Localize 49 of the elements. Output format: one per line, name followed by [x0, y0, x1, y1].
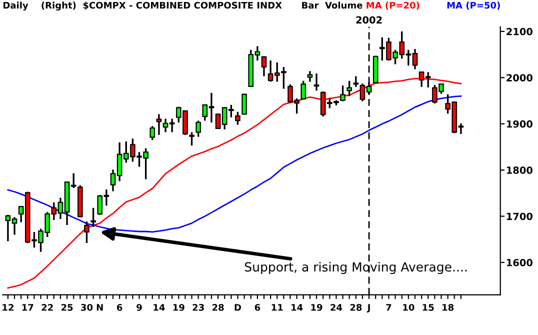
- x-tick-label: 6: [116, 304, 122, 311]
- x-tick-label: 25: [61, 304, 73, 311]
- x-tick-label: 10: [403, 304, 414, 311]
- candlestick: [242, 92, 247, 116]
- x-tick-label: 6: [254, 304, 260, 311]
- y-tick-label: 1900: [506, 120, 532, 128]
- y-tick-label: 1600: [506, 258, 532, 266]
- y-tick-label: 2100: [506, 28, 532, 36]
- x-tick-label: 28: [350, 304, 362, 311]
- x-tick-label: 14: [292, 304, 303, 311]
- x-tick-label: 22: [42, 304, 53, 311]
- candlestick: [353, 75, 359, 88]
- chart-subtitle: Bar Volume: [302, 2, 362, 9]
- y-tick-label: 1800: [506, 166, 532, 174]
- x-tick-label: 30: [81, 304, 93, 311]
- candlestick: [235, 110, 240, 126]
- candlestick: [90, 207, 96, 228]
- x-tick-label: D: [234, 304, 242, 311]
- x-tick-label: 9: [136, 304, 142, 311]
- x-tick-label: 18: [442, 304, 454, 311]
- text: MA (P=20): [366, 2, 420, 10]
- x-tick-label: 19: [311, 304, 322, 311]
- candlestick: [261, 56, 267, 78]
- x-tick-label: 7: [386, 304, 392, 311]
- candlestick: [156, 113, 162, 136]
- x-tick-label: J: [366, 304, 370, 312]
- text: MA (P=50): [447, 2, 500, 10]
- candlestick: [150, 125, 156, 141]
- x-tick-label: 23: [192, 304, 204, 311]
- y-tick-label: 2000: [506, 74, 532, 82]
- candlestick: [346, 80, 352, 97]
- ref-line-label: 2002: [356, 16, 382, 24]
- x-tick-label: 17: [22, 304, 34, 311]
- chart-title: Daily (Right) $COMPX - COMBINED COMPOSITE INDX: [4, 2, 282, 10]
- x-tick-label: 11: [272, 304, 283, 311]
- candlestick: [300, 80, 306, 100]
- x-tick-label: 12: [2, 304, 14, 311]
- x-tick-label: 15: [422, 304, 434, 311]
- candlestick: [196, 120, 201, 138]
- x-tick-label: 24: [330, 304, 342, 311]
- x-tick-label: 19: [173, 304, 184, 311]
- candlestick: [340, 84, 346, 102]
- x-tick-label: 14: [154, 304, 165, 311]
- candlestick: [314, 72, 320, 92]
- x-tick-label: 28: [212, 304, 224, 311]
- x-tick-label: N: [96, 304, 103, 311]
- candlestick: [189, 131, 194, 146]
- y-tick-label: 1700: [506, 212, 532, 220]
- candlestick: [84, 220, 90, 244]
